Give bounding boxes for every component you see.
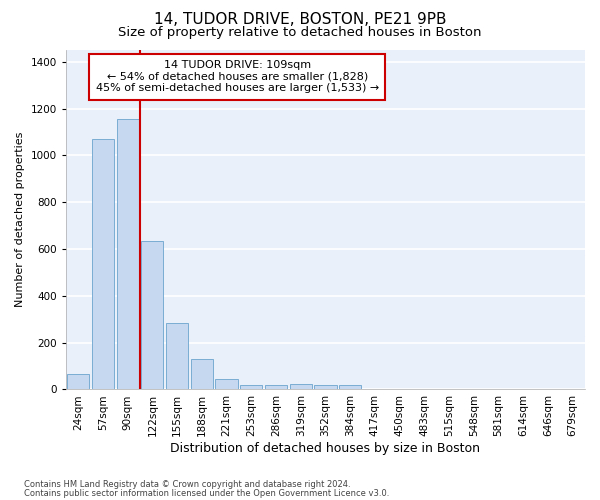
Bar	[67, 374, 89, 390]
Bar	[141, 241, 163, 390]
Text: 14, TUDOR DRIVE, BOSTON, PE21 9PB: 14, TUDOR DRIVE, BOSTON, PE21 9PB	[154, 12, 446, 28]
Bar	[265, 385, 287, 390]
Bar	[215, 379, 238, 390]
Bar	[116, 119, 139, 390]
X-axis label: Distribution of detached houses by size in Boston: Distribution of detached houses by size …	[170, 442, 481, 455]
Bar	[92, 139, 114, 390]
Bar	[314, 385, 337, 390]
Text: Size of property relative to detached houses in Boston: Size of property relative to detached ho…	[118, 26, 482, 39]
Y-axis label: Number of detached properties: Number of detached properties	[15, 132, 25, 308]
Text: 14 TUDOR DRIVE: 109sqm
← 54% of detached houses are smaller (1,828)
45% of semi-: 14 TUDOR DRIVE: 109sqm ← 54% of detached…	[95, 60, 379, 94]
Bar	[339, 385, 361, 390]
Bar	[240, 385, 262, 390]
Text: Contains HM Land Registry data © Crown copyright and database right 2024.: Contains HM Land Registry data © Crown c…	[24, 480, 350, 489]
Bar	[191, 359, 213, 390]
Text: Contains public sector information licensed under the Open Government Licence v3: Contains public sector information licen…	[24, 488, 389, 498]
Bar	[290, 384, 312, 390]
Bar	[166, 322, 188, 390]
